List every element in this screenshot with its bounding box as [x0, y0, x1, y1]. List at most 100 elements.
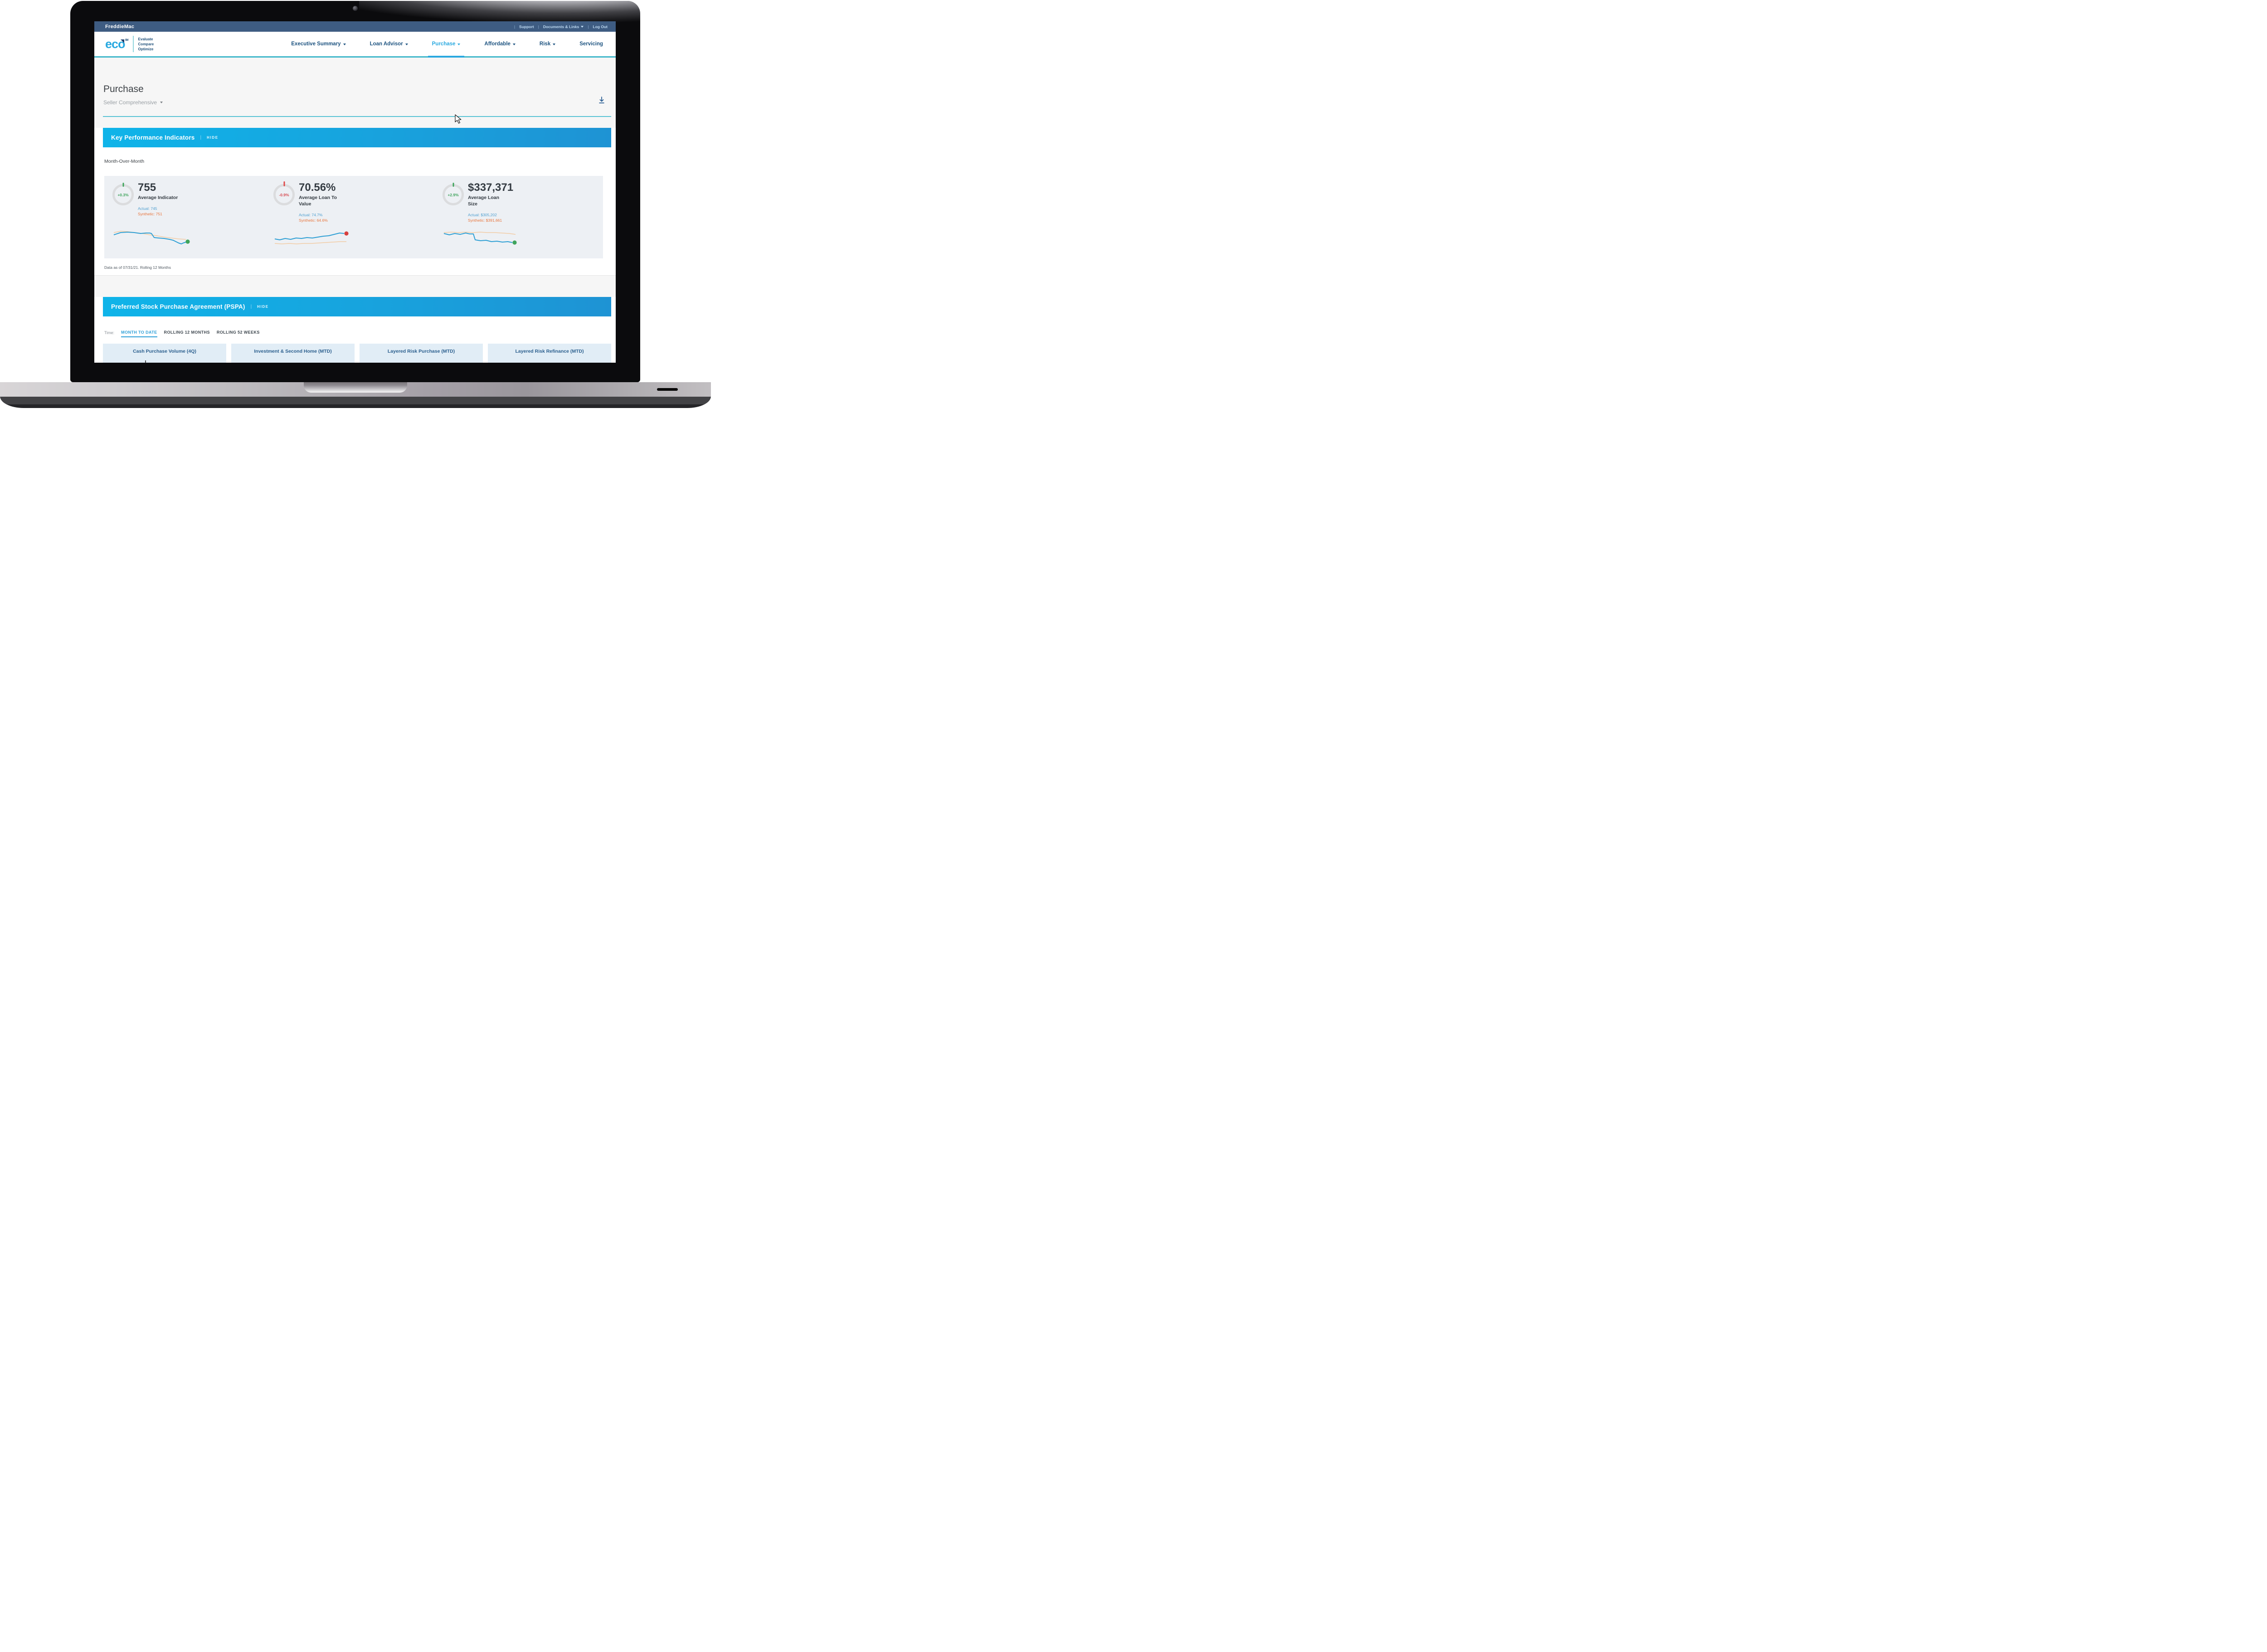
support-link[interactable]: Support — [519, 24, 534, 29]
end-dot — [185, 239, 190, 244]
eco-logo: ecoSM Evaluate Compare Optimize — [105, 36, 154, 52]
nav-item-affordable[interactable]: Affordable — [484, 32, 516, 56]
separator — [514, 24, 515, 29]
nav-item-risk[interactable]: Risk — [540, 32, 556, 56]
pspa-banner-title: Preferred Stock Purchase Agreement (PSPA… — [111, 303, 245, 310]
separator — [538, 24, 539, 29]
chevron-down-icon — [553, 43, 556, 45]
kpi-hide-button[interactable]: HIDE — [207, 136, 219, 140]
kpi-value: 755 — [138, 181, 156, 194]
title-section: Purchase Seller Comprehensive — [103, 58, 611, 117]
chart-header-cash-purchase-volume: Cash Purchase Volume (4Q) — [103, 344, 226, 363]
delta-tick-icon — [122, 183, 124, 187]
nav-item-servicing[interactable]: Servicing — [579, 41, 603, 47]
time-label: Time: — [104, 330, 115, 335]
pspa-hide-button[interactable]: HIDE — [257, 305, 269, 309]
chart-header-layered-risk-refinance: Layered Risk Refinance (MTD) — [488, 344, 611, 363]
report-filter-dropdown[interactable]: Seller Comprehensive — [103, 99, 163, 106]
delta-badge: +2.9% — [448, 192, 459, 197]
download-button[interactable] — [598, 96, 606, 107]
synthetic-value: Synthetic: $391,661 — [468, 218, 502, 223]
tab-month-to-date[interactable]: MONTH TO DATE — [121, 330, 157, 337]
tab-rolling-12-months[interactable]: ROLLING 12 MONTHS — [164, 330, 210, 335]
tagline-line: Optimize — [138, 47, 154, 51]
chart-header-label: Layered Risk Refinance (MTD) — [515, 349, 584, 354]
kpi-value: $337,371 — [468, 181, 514, 194]
chart-header-label: Cash Purchase Volume (4Q) — [133, 349, 196, 354]
eco-arrow-icon — [120, 39, 124, 43]
kpi-banner: Key Performance Indicators HIDE — [103, 128, 611, 147]
laptop-notch — [304, 382, 407, 393]
delta-badge: -0.9% — [279, 192, 289, 197]
laptop-base-edge — [0, 397, 711, 404]
pspa-chart-headers: Cash Purchase Volume (4Q) Investment & S… — [103, 344, 611, 363]
freddiemac-logo: FreddieMac — [105, 24, 135, 29]
end-dot — [512, 240, 517, 245]
chart-header-label: Investment & Second Home (MTD) — [254, 349, 332, 354]
pspa-section: Preferred Stock Purchase Agreement (PSPA… — [94, 297, 616, 363]
kpi-banner-title: Key Performance Indicators — [111, 134, 195, 141]
nav-items: Executive Summary Loan Advisor Purchase … — [291, 32, 603, 58]
month-over-month-label: Month-Over-Month — [104, 159, 145, 164]
synthetic-value: Synthetic: 64.6% — [299, 218, 328, 223]
synthetic-line — [274, 241, 346, 244]
chevron-down-icon — [512, 43, 516, 45]
kpi-card-average-loan-size: +2.9% $337,371 Average Loan Size Actual:… — [443, 181, 597, 245]
chart-cutoff-mark — [145, 360, 146, 363]
delta-donut: +0.3% — [112, 183, 134, 205]
kpi-label: Average Loan Size — [468, 195, 500, 207]
logout-link[interactable]: Log Out — [593, 24, 608, 29]
chart-header-investment-second-home: Investment & Second Home (MTD) — [231, 344, 355, 363]
synthetic-value: Synthetic: 751 — [138, 212, 162, 217]
tagline-line: Compare — [138, 42, 154, 46]
separator — [200, 135, 202, 140]
delta-tick-icon — [283, 181, 285, 186]
eco-tagline: Evaluate Compare Optimize — [138, 37, 154, 52]
page-title: Purchase — [103, 84, 144, 94]
tagline-line: Evaluate — [138, 37, 153, 41]
screen: FreddieMac Support Documents & Links Log… — [94, 21, 616, 363]
nav-item-loan-advisor[interactable]: Loan Advisor — [370, 32, 408, 56]
main-navbar: ecoSM Evaluate Compare Optimize Executiv… — [94, 32, 616, 58]
delta-badge: +0.3% — [117, 192, 129, 197]
actual-line — [113, 232, 186, 244]
eco-wordmark: ecoSM — [105, 37, 129, 51]
logo-divider — [132, 36, 134, 52]
actual-value: Actual: 74.7% — [299, 212, 323, 217]
actual-line — [443, 233, 513, 243]
chevron-down-icon — [343, 43, 346, 45]
separator — [251, 304, 252, 309]
kpi-sparkline — [274, 231, 349, 244]
actual-line — [274, 233, 345, 240]
kpi-section: Key Performance Indicators HIDE Month-Ov… — [94, 128, 616, 276]
end-dot — [344, 231, 349, 236]
nav-item-executive-summary[interactable]: Executive Summary — [291, 32, 346, 56]
delta-donut: +2.9% — [443, 183, 464, 205]
chevron-down-icon — [405, 43, 408, 45]
laptop-base — [0, 382, 711, 408]
time-filter: Time: MONTH TO DATE ROLLING 12 MONTHS RO… — [104, 330, 260, 337]
chevron-down-icon — [581, 25, 584, 28]
kpi-value: 70.56% — [299, 181, 336, 194]
utility-links: Support Documents & Links Log Out — [514, 24, 608, 29]
laptop-foot — [657, 388, 678, 391]
laptop-hinge — [0, 382, 711, 397]
kpi-label: Average Loan To Value — [299, 195, 337, 207]
kpi-sparkline — [443, 232, 517, 245]
kpi-card-average-ltv: -0.9% 70.56% Average Loan To Value Actua… — [273, 181, 428, 244]
documents-links-menu[interactable]: Documents & Links — [543, 24, 584, 29]
delta-donut: -0.9% — [273, 181, 295, 205]
nav-item-purchase[interactable]: Purchase — [428, 32, 465, 58]
data-as-of-footnote: Data as of 07/31/21. Rolling 12 Months — [104, 265, 171, 270]
tab-rolling-52-weeks[interactable]: ROLLING 52 WEEKS — [216, 330, 260, 335]
chart-header-label: Layered Risk Purchase (MTD) — [387, 349, 455, 354]
filter-value: Seller Comprehensive — [103, 99, 157, 106]
delta-tick-icon — [452, 183, 454, 187]
chevron-down-icon — [457, 43, 461, 45]
actual-value: Actual: $305,202 — [468, 212, 497, 217]
webcam-icon — [353, 6, 358, 11]
pspa-banner: Preferred Stock Purchase Agreement (PSPA… — [103, 297, 611, 316]
kpi-sparkline — [113, 231, 190, 244]
chevron-down-icon — [160, 102, 163, 103]
kpi-label: Average Indicator — [138, 195, 178, 201]
